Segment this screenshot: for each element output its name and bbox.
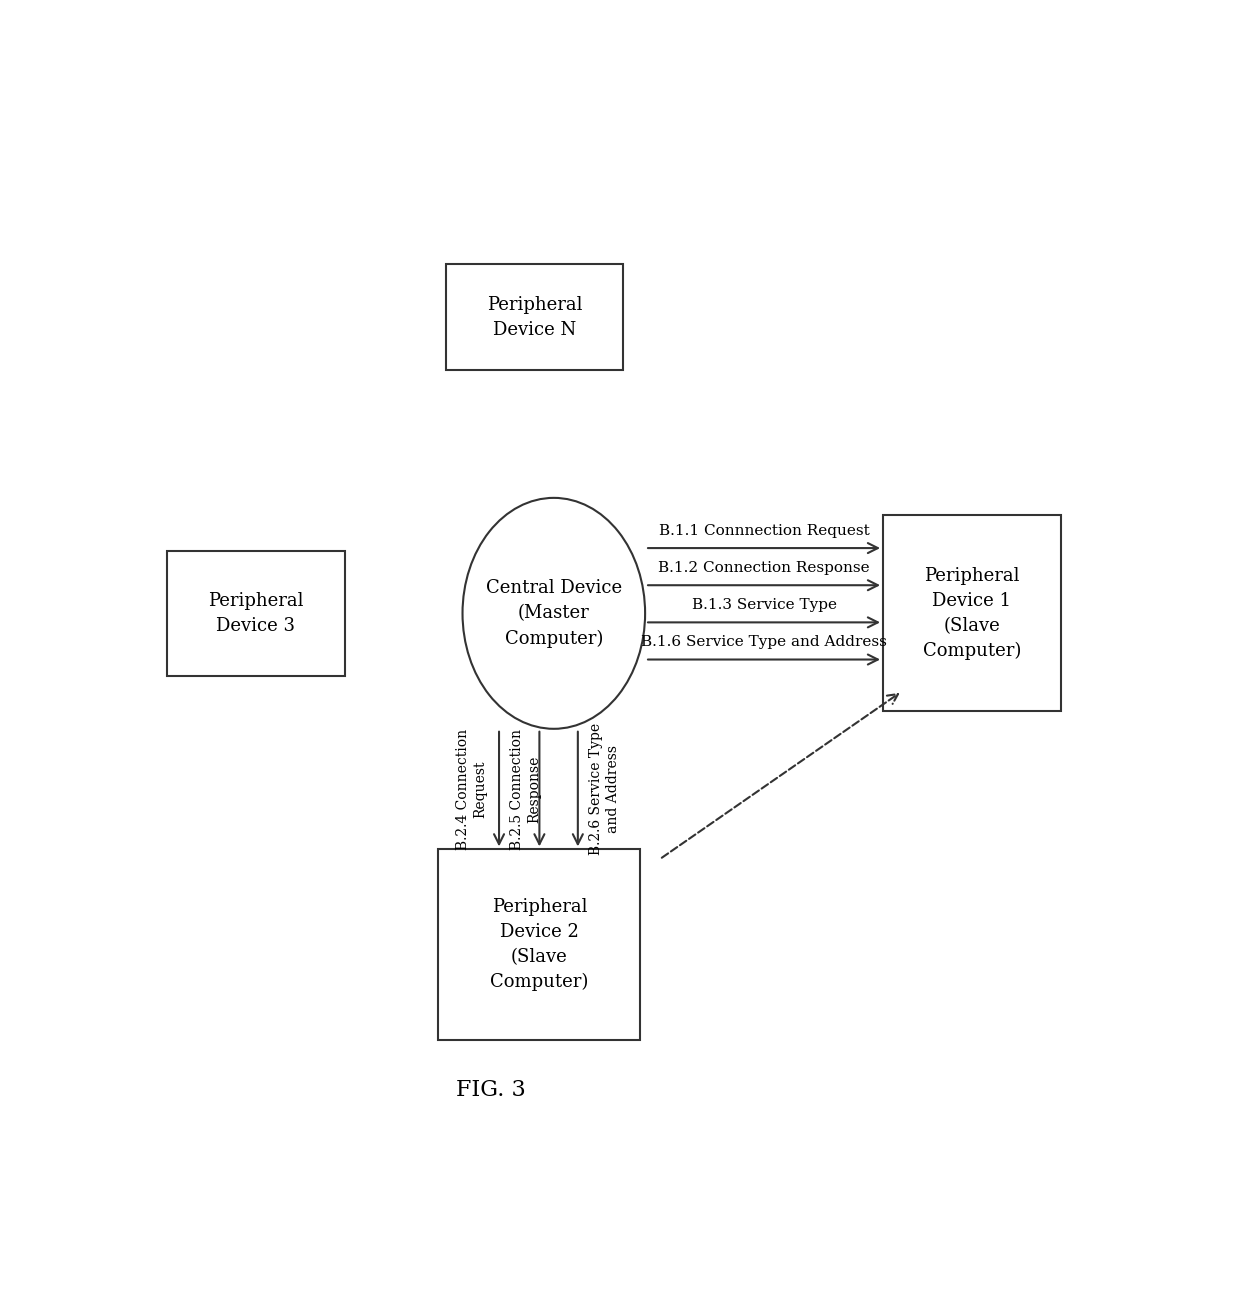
Bar <box>167 550 345 675</box>
Text: B.1.6 Service Type and Address: B.1.6 Service Type and Address <box>641 635 887 649</box>
Text: Central Device
(Master
Computer): Central Device (Master Computer) <box>486 579 622 648</box>
Bar <box>445 265 624 370</box>
Text: B.2.6 Service Type
and Address: B.2.6 Service Type and Address <box>589 722 620 855</box>
Text: Peripheral
Device 3: Peripheral Device 3 <box>208 592 304 635</box>
Text: Peripheral
Device 2
(Slave
Computer): Peripheral Device 2 (Slave Computer) <box>490 898 589 991</box>
Text: B.1.3 Service Type: B.1.3 Service Type <box>692 599 837 613</box>
Text: Peripheral
Device N: Peripheral Device N <box>487 296 583 339</box>
Text: B.2.5 Connection
Response: B.2.5 Connection Response <box>511 729 542 849</box>
Text: B.2.4 Connection
Request: B.2.4 Connection Request <box>456 729 487 850</box>
Bar <box>883 515 1060 711</box>
Text: B.1.1 Connnection Request: B.1.1 Connnection Request <box>658 524 869 539</box>
Text: FIG. 3: FIG. 3 <box>456 1080 526 1102</box>
Ellipse shape <box>463 498 645 729</box>
Text: Peripheral
Device 1
(Slave
Computer): Peripheral Device 1 (Slave Computer) <box>923 567 1021 660</box>
Bar <box>439 849 640 1041</box>
Text: B.1.2 Connection Response: B.1.2 Connection Response <box>658 561 869 575</box>
